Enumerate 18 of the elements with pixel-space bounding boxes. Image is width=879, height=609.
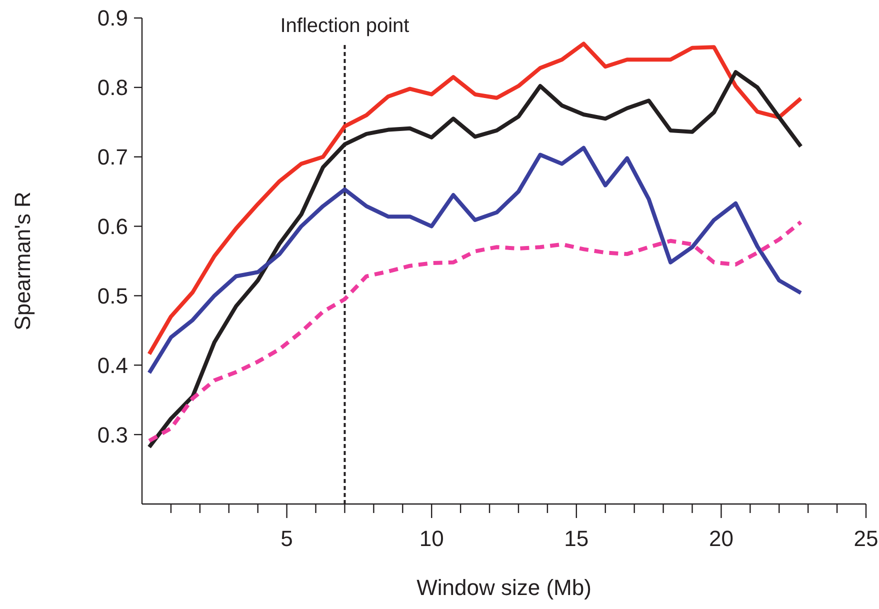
y-tick-label: 0.8 xyxy=(97,75,128,100)
x-tick-label: 20 xyxy=(708,526,734,551)
x-axis-title: Window size (Mb) xyxy=(416,575,592,600)
line-series xyxy=(147,42,803,356)
y-tick-label: 0.4 xyxy=(97,352,128,378)
y-tick-label: 0.9 xyxy=(97,6,128,31)
y-tick-label: 0.6 xyxy=(97,214,128,239)
x-tick-label: 5 xyxy=(280,526,293,551)
ref-line-label: Inflection point xyxy=(280,15,410,37)
line-series xyxy=(147,220,803,443)
y-tick-label: 0.5 xyxy=(97,283,128,308)
x-tick-label: 15 xyxy=(564,526,589,551)
y-tick-label: 0.7 xyxy=(97,144,128,170)
y-axis-title: Spearman's R xyxy=(10,192,35,330)
line-series xyxy=(147,146,803,375)
x-tick-label: 10 xyxy=(419,526,444,551)
y-tick-label: 0.3 xyxy=(97,422,128,448)
x-tick-label: 25 xyxy=(854,526,878,551)
